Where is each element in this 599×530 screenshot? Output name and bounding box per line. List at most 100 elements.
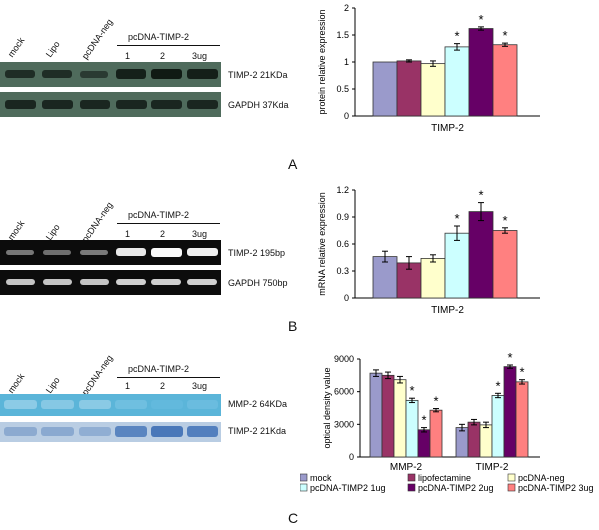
y-tick-label: 1.5 — [336, 30, 349, 40]
y-tick-label: 1 — [344, 57, 349, 67]
bar — [468, 211, 494, 299]
bar — [372, 61, 398, 117]
y-tick-label: 3000 — [334, 419, 354, 429]
gel-label-timp2: TIMP-2 195bp — [228, 248, 286, 258]
y-tick-label: 0.3 — [336, 266, 349, 276]
bar — [444, 46, 470, 117]
category-label: MMP-2 — [390, 462, 423, 473]
y-tick-label: 6000 — [334, 387, 354, 397]
blot-label-mmp2: MMP-2 64KDa — [228, 399, 288, 409]
legend-label: pcDNA-TIMP2 1ug — [310, 483, 386, 493]
y-tick-label: 0 — [344, 293, 349, 303]
bar — [396, 60, 422, 117]
significance-star: * — [454, 29, 459, 44]
bar — [381, 374, 395, 458]
dose-3ug: 3ug — [192, 381, 208, 391]
y-axis-label: mRNA relative expression — [317, 192, 327, 296]
bar — [515, 381, 529, 458]
lane-label-lipo: Lipo — [43, 375, 62, 395]
legend-swatch — [300, 483, 308, 492]
dose-1: 1 — [125, 51, 131, 61]
category-label: TIMP-2 — [476, 462, 509, 473]
legend-swatch — [300, 473, 308, 482]
legend-label: pcDNA-neg — [518, 473, 565, 483]
panel-letter-a: A — [288, 156, 298, 172]
bar — [429, 409, 443, 458]
bar — [479, 424, 493, 458]
panel-letter-c: C — [288, 510, 299, 526]
lane-label-lipo: Lipo — [43, 39, 62, 59]
dose-2: 2 — [160, 51, 166, 61]
significance-star: * — [507, 350, 512, 365]
y-tick-label: 0.6 — [336, 239, 349, 249]
zymogram-mmp2 — [0, 394, 221, 416]
significance-star: * — [421, 413, 426, 428]
gel-gapdh — [0, 270, 221, 295]
dose-1: 1 — [125, 381, 131, 391]
bar — [455, 427, 469, 458]
significance-star: * — [502, 213, 507, 228]
lane-label-mock: mock — [5, 371, 27, 395]
bar — [503, 366, 517, 458]
significance-star: * — [478, 12, 483, 27]
dose-2: 2 — [160, 229, 166, 239]
significance-star: * — [478, 188, 483, 203]
x-axis-label: TIMP-2 — [431, 123, 464, 134]
group-underline — [117, 223, 220, 224]
lane-label-pcdna-neg: pcDNA-neg — [79, 200, 115, 244]
lane-label-pcdna-neg: pcDNA-neg — [79, 17, 115, 61]
bar — [372, 256, 398, 299]
y-tick-label: 9000 — [334, 354, 354, 364]
blot-label-gapdh: GAPDH 37Kda — [228, 100, 289, 110]
significance-star: * — [495, 378, 500, 393]
protein-expression-chart: 0 0.5 1 1.5 2 protein relative expression * * * T… — [317, 3, 540, 134]
significance-star: * — [433, 394, 438, 409]
bar — [405, 399, 419, 458]
group-label: pcDNA-TIMP-2 — [128, 364, 190, 374]
lane-label-mock: mock — [5, 35, 27, 59]
significance-star: * — [519, 365, 524, 380]
lane-label-mock: mock — [5, 218, 27, 242]
group-underline — [117, 45, 220, 46]
significance-star: * — [502, 28, 507, 43]
dose-3ug: 3ug — [192, 51, 208, 61]
legend-swatch — [507, 473, 516, 482]
y-axis-label: optical density value — [322, 367, 332, 448]
legend-label: pcDNA-TIMP2 2ug — [418, 483, 494, 493]
group-label: pcDNA-TIMP-2 — [128, 32, 190, 42]
bar — [369, 372, 383, 458]
y-axis-label: protein relative expression — [317, 9, 327, 114]
legend-swatch — [407, 473, 416, 482]
legend-swatch — [407, 483, 416, 492]
gel-label-gapdh: GAPDH 750bp — [228, 278, 288, 288]
blot-label-timp2: TIMP-2 21KDa — [228, 70, 288, 80]
bar — [492, 230, 518, 299]
legend-label: lipofectamine — [418, 473, 471, 483]
gel-timp2 — [0, 240, 221, 265]
significance-star: * — [454, 211, 459, 226]
bar — [492, 44, 518, 117]
bar — [467, 421, 481, 458]
legend-label: pcDNA-TIMP2 3ug — [518, 483, 594, 493]
panel-letter-b: B — [288, 318, 298, 334]
legend-label: mock — [310, 473, 332, 483]
y-tick-label: 2 — [344, 3, 349, 13]
blot-label-timp2-c: TIMP-2 21Kda — [228, 426, 287, 436]
mrna-expression-chart: 0 0.3 0.6 0.9 1.2 mRNA relative expression * * *… — [317, 185, 540, 316]
dose-3ug: 3ug — [192, 229, 208, 239]
y-tick-label: 0.9 — [336, 212, 349, 222]
bar — [420, 258, 446, 299]
legend-swatch — [507, 483, 516, 492]
y-tick-label: 0 — [344, 111, 349, 121]
group-underline — [117, 377, 220, 378]
dose-1: 1 — [125, 229, 131, 239]
y-tick-label: 1.2 — [336, 185, 349, 195]
western-blot-timp2 — [0, 62, 221, 87]
bar — [444, 232, 470, 299]
significance-star: * — [409, 383, 414, 398]
x-axis-label: TIMP-2 — [431, 305, 464, 316]
blot-timp2-c — [0, 422, 221, 442]
y-tick-label: 0 — [349, 452, 354, 462]
group-label: pcDNA-TIMP-2 — [128, 210, 190, 220]
